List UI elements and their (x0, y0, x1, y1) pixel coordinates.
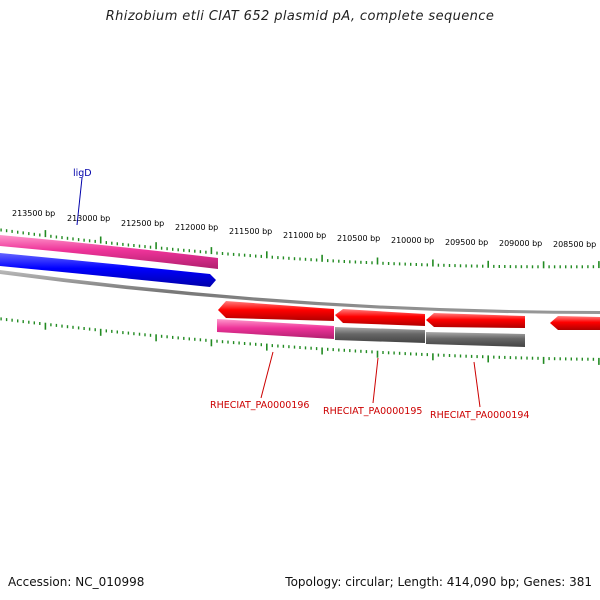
pa195-leader-line (372, 357, 379, 404)
gene-red-feature-2[interactable] (335, 309, 425, 326)
map-title: Rhizobium etli CIAT 652 plasmid pA, comp… (105, 9, 495, 24)
gene-pa195-feature[interactable] (335, 327, 425, 343)
bp-label: 208500 bp (553, 240, 596, 249)
pa196-leader-line (260, 351, 274, 399)
gene-label-ligD[interactable]: ligD (73, 168, 92, 179)
gene-blue-feature[interactable] (0, 253, 216, 287)
bp-label: 210000 bp (391, 236, 434, 245)
topology-info-text: Topology: circular; Length: 414,090 bp; … (285, 575, 592, 589)
bp-label: 211500 bp (229, 227, 272, 236)
bp-label: 210500 bp (337, 234, 380, 243)
bp-label: 211000 bp (283, 231, 326, 240)
accession-text: Accession: NC_010998 (8, 575, 145, 589)
gene-pa196-feature[interactable] (217, 319, 334, 339)
gene-label-pa194[interactable]: RHECIAT_PA0000194 (430, 410, 529, 421)
gene-red-feature-4[interactable] (550, 316, 600, 330)
bottom-tick-ruler (0, 317, 600, 365)
gene-label-pa196[interactable]: RHECIAT_PA0000196 (210, 400, 309, 411)
gene-ligD-feature[interactable] (0, 235, 218, 269)
ligD-leader-line (76, 177, 83, 226)
gene-label-pa195[interactable]: RHECIAT_PA0000195 (323, 406, 422, 417)
gene-red-feature-3[interactable] (426, 313, 525, 328)
bp-label: 212500 bp (121, 219, 164, 228)
bp-label: 213500 bp (12, 209, 55, 218)
bp-label: 209500 bp (445, 238, 488, 247)
bp-label: 209000 bp (499, 239, 542, 248)
bp-label: 213000 bp (67, 214, 110, 223)
bp-labels: 213500 bp 213000 bp 212500 bp 212000 bp … (12, 209, 596, 249)
gene-red-feature-1[interactable] (218, 301, 334, 321)
pa194-leader-line (473, 361, 481, 408)
bp-label: 212000 bp (175, 223, 218, 232)
gene-pa194-feature[interactable] (426, 332, 525, 347)
top-tick-ruler (0, 228, 600, 269)
